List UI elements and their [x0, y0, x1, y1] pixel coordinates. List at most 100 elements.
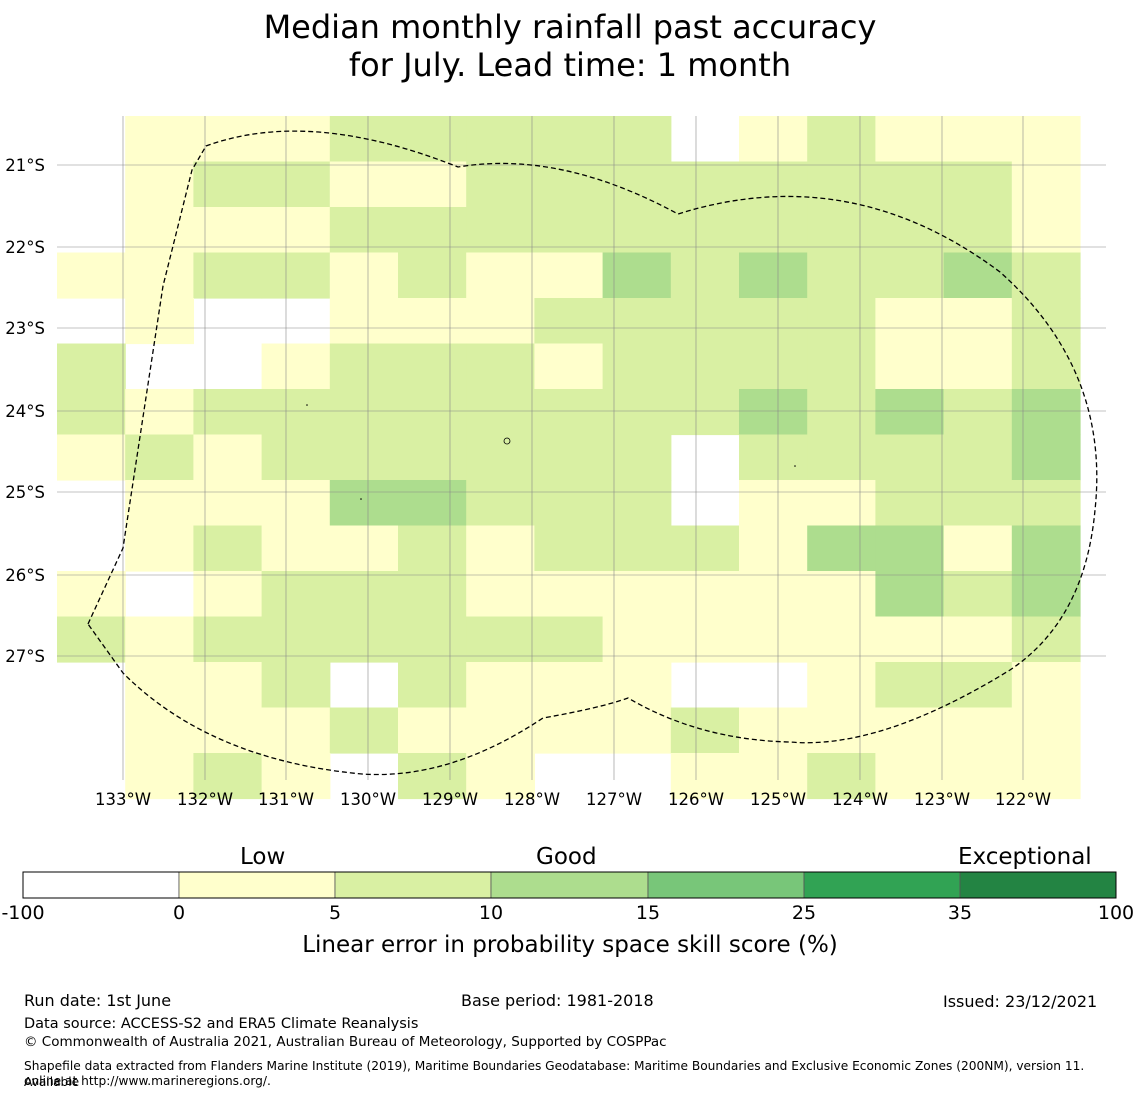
- skill-cell: [261, 480, 331, 527]
- latitude-label: 25°S: [5, 483, 45, 502]
- skill-cell: [534, 525, 604, 572]
- skill-cell: [602, 207, 672, 254]
- colorbar-tick: 0: [172, 902, 186, 924]
- longitude-label: 129°W: [422, 790, 478, 809]
- skill-cell: [670, 252, 740, 299]
- skill-cell: [670, 207, 740, 254]
- skill-cell: [807, 252, 876, 299]
- longitude-label: 127°W: [586, 790, 642, 809]
- skill-cell: [602, 662, 672, 709]
- skill-cell: [466, 434, 535, 481]
- skill-cell: [329, 571, 399, 618]
- skill-cell: [807, 525, 876, 572]
- skill-cell: [125, 707, 194, 754]
- skill-cell: [670, 525, 740, 572]
- skill-cell: [534, 161, 604, 208]
- skill-cell: [261, 343, 331, 390]
- skill-cell: [807, 662, 876, 709]
- base-period: Base period: 1981-2018: [461, 991, 654, 1010]
- skill-cell: [329, 252, 399, 299]
- skill-cell: [125, 525, 194, 572]
- colorbar-segment: [959, 871, 1117, 899]
- skill-cell: [875, 161, 945, 208]
- skill-cell: [875, 753, 945, 800]
- skill-cell: [1011, 116, 1081, 163]
- skill-cell: [1011, 343, 1081, 390]
- skill-cell: [125, 161, 194, 208]
- colorbar-tick: 25: [791, 902, 817, 924]
- skill-cell: [534, 116, 604, 163]
- skill-cell: [125, 389, 194, 436]
- skill-cell: [466, 389, 535, 436]
- skill-cell: [807, 753, 876, 800]
- map-title-line-2: for July. Lead time: 1 month: [348, 46, 792, 84]
- skill-cell: [57, 252, 126, 299]
- latitude-label: 26°S: [5, 566, 45, 585]
- skill-cell: [398, 207, 467, 254]
- skill-cell: [261, 753, 331, 800]
- skill-cell: [261, 252, 331, 299]
- skill-cell: [398, 480, 467, 527]
- skill-cell: [329, 207, 399, 254]
- skill-cell: [534, 343, 604, 390]
- skill-cell: [739, 434, 808, 481]
- colorbar-category-good: Good: [536, 844, 597, 870]
- skill-cell: [875, 343, 945, 390]
- skill-cell: [261, 616, 331, 663]
- skill-cell: [739, 525, 808, 572]
- skill-cell: [875, 616, 945, 663]
- skill-cell: [807, 707, 876, 754]
- longitude-label: 124°W: [832, 790, 888, 809]
- skill-cell: [602, 343, 672, 390]
- longitude-label: 132°W: [177, 790, 233, 809]
- skill-cell: [466, 298, 535, 345]
- latitude-label: 27°S: [5, 647, 45, 666]
- skill-cell: [1011, 571, 1081, 618]
- skill-cell: [466, 707, 535, 754]
- skill-cell: [739, 616, 808, 663]
- skill-cell: [1011, 389, 1081, 436]
- longitude-label: 130°W: [340, 790, 396, 809]
- longitude-label: 128°W: [504, 790, 560, 809]
- skill-cell: [807, 116, 876, 163]
- skill-cell: [739, 298, 808, 345]
- map-title-line-1: Median monthly rainfall past accuracy: [263, 8, 877, 46]
- skill-cell: [670, 298, 740, 345]
- skill-cell: [57, 616, 126, 663]
- skill-cell: [1011, 207, 1081, 254]
- skill-cell: [329, 161, 399, 208]
- skill-cell: [57, 343, 126, 390]
- eez-boundary-line: [87, 130, 1098, 776]
- skill-cell: [466, 571, 535, 618]
- skill-cell: [943, 571, 1013, 618]
- skill-cell: [943, 616, 1013, 663]
- skill-cell: [534, 571, 604, 618]
- skill-cell: [943, 252, 1013, 299]
- skill-cell: [398, 707, 467, 754]
- skill-cell: [943, 207, 1013, 254]
- skill-cell: [739, 207, 808, 254]
- skill-cell: [193, 207, 263, 254]
- skill-cell: [193, 616, 263, 663]
- skill-cell: [1011, 161, 1081, 208]
- skill-cell: [875, 480, 945, 527]
- skill-cell: [261, 434, 331, 481]
- skill-cell: [943, 389, 1013, 436]
- skill-cell: [739, 343, 808, 390]
- skill-cell: [1011, 707, 1081, 754]
- skill-cell: [466, 662, 535, 709]
- skill-cell: [670, 161, 740, 208]
- skill-cell: [193, 525, 263, 572]
- skill-cell: [875, 571, 945, 618]
- longitude-label: 131°W: [258, 790, 314, 809]
- skill-cell: [534, 389, 604, 436]
- skill-cell: [602, 434, 672, 481]
- skill-cells: [57, 116, 1081, 800]
- skill-cell: [398, 252, 467, 299]
- skill-cell: [807, 480, 876, 527]
- skill-cell: [329, 434, 399, 481]
- skill-cell: [1011, 662, 1081, 709]
- skill-cell: [125, 207, 194, 254]
- skill-cell: [602, 616, 672, 663]
